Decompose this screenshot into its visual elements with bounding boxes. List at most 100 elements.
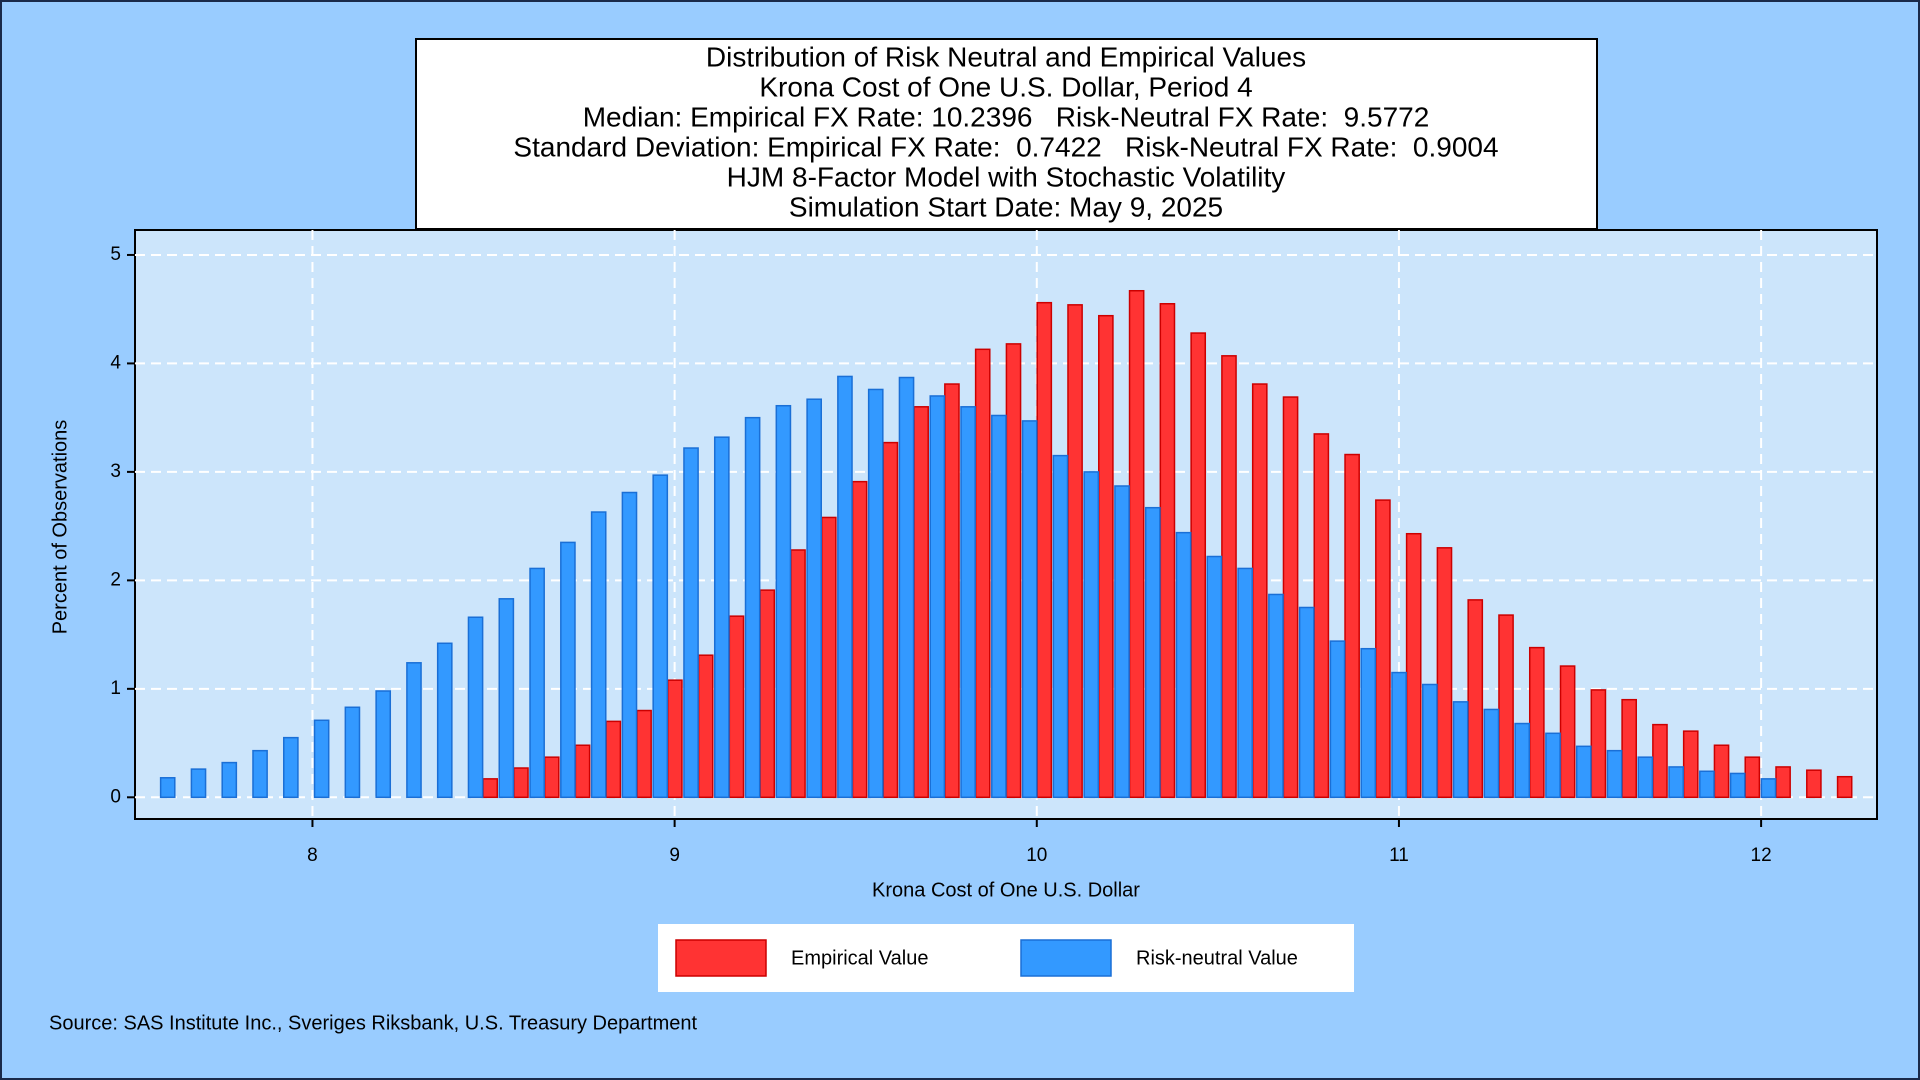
legend-label: Risk-neutral Value bbox=[1136, 947, 1298, 969]
bar bbox=[759, 589, 776, 799]
bar bbox=[1590, 689, 1607, 799]
bar bbox=[1052, 454, 1069, 799]
bar bbox=[1836, 775, 1853, 799]
legend-box bbox=[658, 924, 1354, 992]
bar bbox=[1206, 555, 1223, 799]
title-line: Standard Deviation: Empirical FX Rate: 0… bbox=[513, 131, 1498, 162]
bar bbox=[882, 441, 899, 799]
title-line: HJM 8-Factor Model with Stochastic Volat… bbox=[727, 161, 1286, 192]
bar bbox=[1467, 599, 1484, 799]
bar bbox=[913, 406, 929, 799]
legend-swatch bbox=[675, 939, 767, 977]
bar bbox=[1606, 749, 1623, 799]
y-tick-label: 2 bbox=[110, 569, 121, 590]
bar bbox=[1005, 343, 1022, 799]
bar bbox=[1436, 547, 1453, 799]
y-tick-label: 3 bbox=[110, 461, 121, 482]
bar bbox=[1514, 722, 1531, 799]
bar bbox=[744, 416, 761, 799]
bar bbox=[529, 567, 545, 799]
bar bbox=[1375, 499, 1391, 799]
bar bbox=[697, 654, 714, 799]
bar bbox=[436, 642, 453, 799]
bar bbox=[991, 414, 1007, 799]
bar bbox=[1251, 383, 1268, 799]
bar bbox=[1190, 332, 1207, 799]
bar bbox=[1775, 766, 1791, 799]
legend-swatch bbox=[1020, 939, 1112, 977]
bar bbox=[806, 398, 822, 799]
bar bbox=[1422, 683, 1438, 799]
source: Source: SAS Institute Inc., Sveriges Rik… bbox=[49, 1012, 697, 1034]
bar bbox=[820, 516, 837, 799]
bar bbox=[837, 375, 853, 799]
x-tick-label: 11 bbox=[1389, 845, 1409, 866]
legend-label: Empirical Value bbox=[791, 947, 928, 969]
bar bbox=[929, 395, 946, 799]
x-tick-label: 8 bbox=[307, 845, 318, 866]
bar bbox=[867, 388, 884, 799]
bar bbox=[1652, 723, 1668, 799]
bar bbox=[1760, 778, 1777, 799]
bar bbox=[1344, 453, 1360, 799]
bar bbox=[1114, 485, 1130, 799]
bar bbox=[1313, 433, 1330, 799]
bar bbox=[375, 690, 392, 799]
bar bbox=[1545, 732, 1561, 799]
bar bbox=[543, 756, 560, 799]
bar bbox=[728, 615, 745, 799]
bar bbox=[1621, 698, 1637, 799]
bar bbox=[621, 491, 638, 799]
bar bbox=[498, 598, 515, 799]
title-line: Median: Empirical FX Rate: 10.2396 Risk-… bbox=[583, 101, 1430, 132]
x-axis-label: Krona Cost of One U.S. Dollar bbox=[872, 879, 1140, 901]
bar bbox=[574, 744, 591, 799]
bar bbox=[683, 447, 699, 799]
bar bbox=[1036, 301, 1053, 799]
bar bbox=[1575, 745, 1592, 799]
bar bbox=[1391, 671, 1407, 799]
bar bbox=[190, 768, 207, 799]
bar bbox=[713, 436, 730, 799]
bar bbox=[1221, 355, 1237, 799]
bar bbox=[313, 719, 330, 799]
y-axis-label: Percent of Observations bbox=[49, 420, 71, 635]
y-tick-label: 5 bbox=[110, 244, 121, 265]
bar bbox=[406, 662, 422, 799]
bar bbox=[898, 376, 915, 799]
bar bbox=[283, 736, 299, 799]
bar bbox=[1021, 420, 1038, 799]
title-line: Simulation Start Date: May 9, 2025 bbox=[789, 191, 1223, 222]
title-box bbox=[415, 38, 1598, 230]
bar bbox=[1713, 744, 1730, 799]
x-tick-label: 9 bbox=[669, 845, 680, 866]
bar bbox=[960, 406, 976, 799]
bar bbox=[560, 541, 576, 799]
bar bbox=[159, 777, 176, 799]
bar bbox=[467, 616, 484, 799]
bar bbox=[1498, 614, 1514, 799]
bar bbox=[1329, 640, 1346, 799]
bar bbox=[513, 767, 529, 799]
bars bbox=[159, 289, 1853, 799]
bar bbox=[974, 348, 991, 799]
y-tick-label: 4 bbox=[110, 352, 121, 373]
title-line: Krona Cost of One U.S. Dollar, Period 4 bbox=[759, 71, 1252, 102]
title-line: Distribution of Risk Neutral and Empiric… bbox=[706, 41, 1306, 72]
bar bbox=[667, 679, 683, 799]
bar bbox=[1699, 770, 1715, 799]
bar bbox=[1682, 730, 1699, 799]
bar bbox=[1452, 701, 1469, 799]
bar bbox=[1083, 471, 1100, 799]
bar bbox=[1098, 314, 1114, 799]
bar bbox=[1298, 606, 1315, 799]
y-tick-label: 0 bbox=[110, 786, 121, 807]
bar bbox=[1483, 708, 1500, 799]
legend: Empirical Value Risk-neutral Value bbox=[675, 939, 1298, 977]
bar bbox=[344, 706, 361, 799]
x-tick-label: 12 bbox=[1751, 845, 1772, 866]
bar bbox=[1067, 304, 1083, 799]
bar bbox=[1637, 756, 1654, 799]
